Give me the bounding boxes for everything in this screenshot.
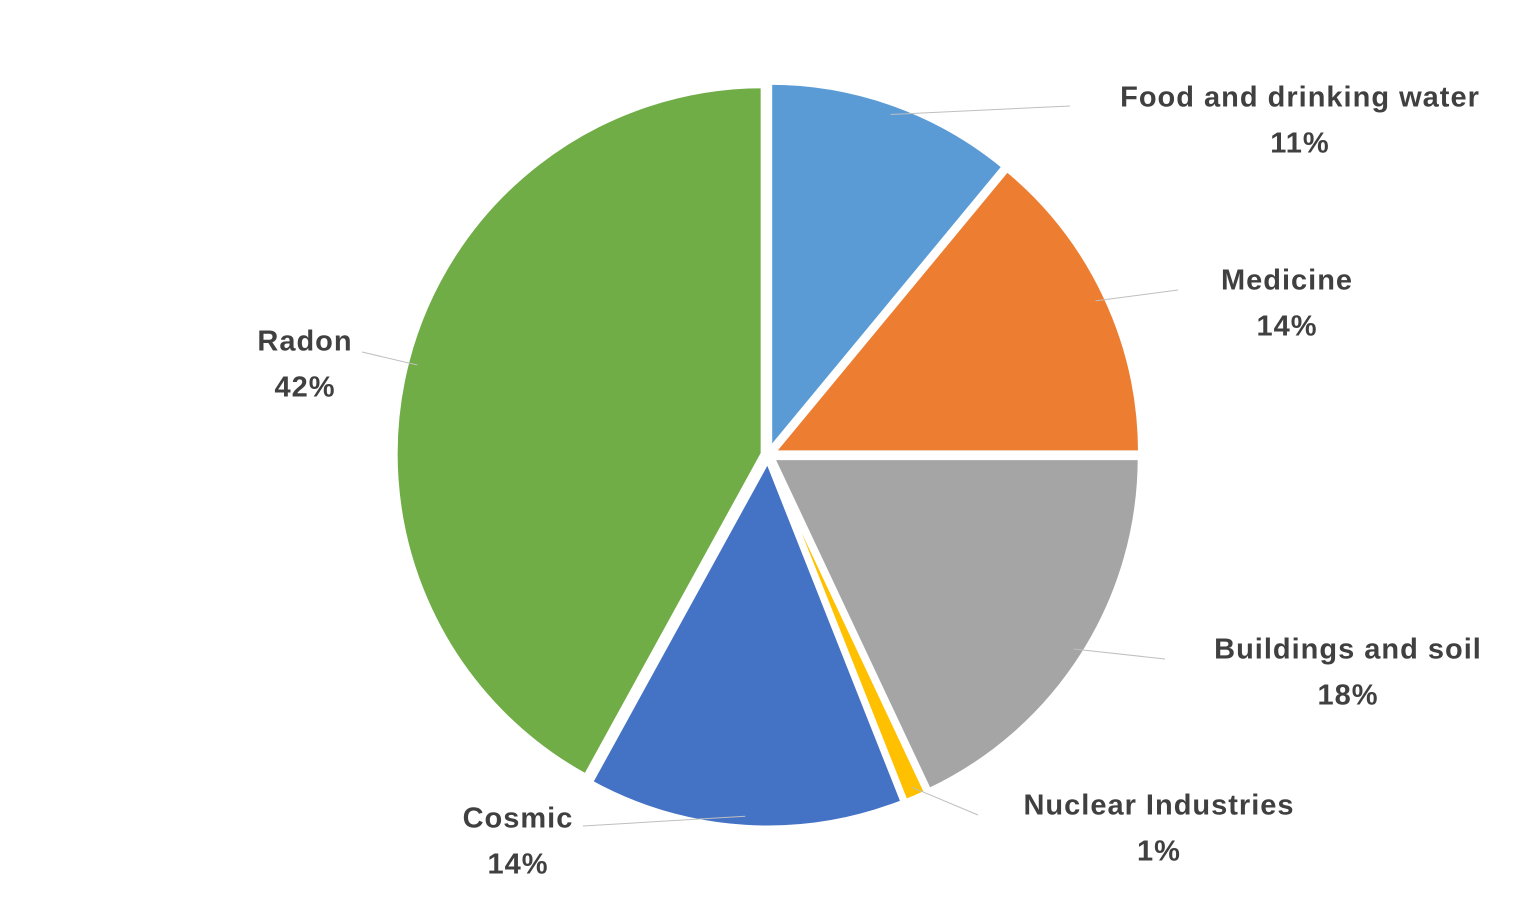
pie-slice — [770, 166, 1144, 456]
leader-line — [1095, 289, 1179, 302]
leader-line — [361, 351, 418, 366]
slice-value-label: 11% — [1270, 128, 1329, 160]
pie-slice — [769, 455, 1143, 794]
slice-value-label: 1% — [1137, 836, 1181, 868]
slice-value-label: 14% — [487, 849, 548, 881]
slice-label: Food and drinking water — [1120, 82, 1480, 114]
slice-value-label: 42% — [274, 372, 335, 404]
pie-slice — [767, 79, 1007, 453]
slice-label: Buildings and soil — [1214, 634, 1482, 666]
leader-line — [890, 105, 1071, 115]
leader-line — [582, 815, 746, 827]
slice-value-label: 18% — [1317, 680, 1378, 712]
slice-label: Nuclear Industries — [1023, 790, 1294, 822]
pie-slice — [587, 457, 906, 831]
slice-label: Radon — [257, 326, 352, 358]
slice-label: Medicine — [1221, 265, 1353, 297]
slice-value-label: 14% — [1256, 311, 1317, 343]
leader-line — [1073, 648, 1166, 660]
leader-line — [911, 786, 979, 816]
slice-label: Cosmic — [463, 803, 574, 835]
